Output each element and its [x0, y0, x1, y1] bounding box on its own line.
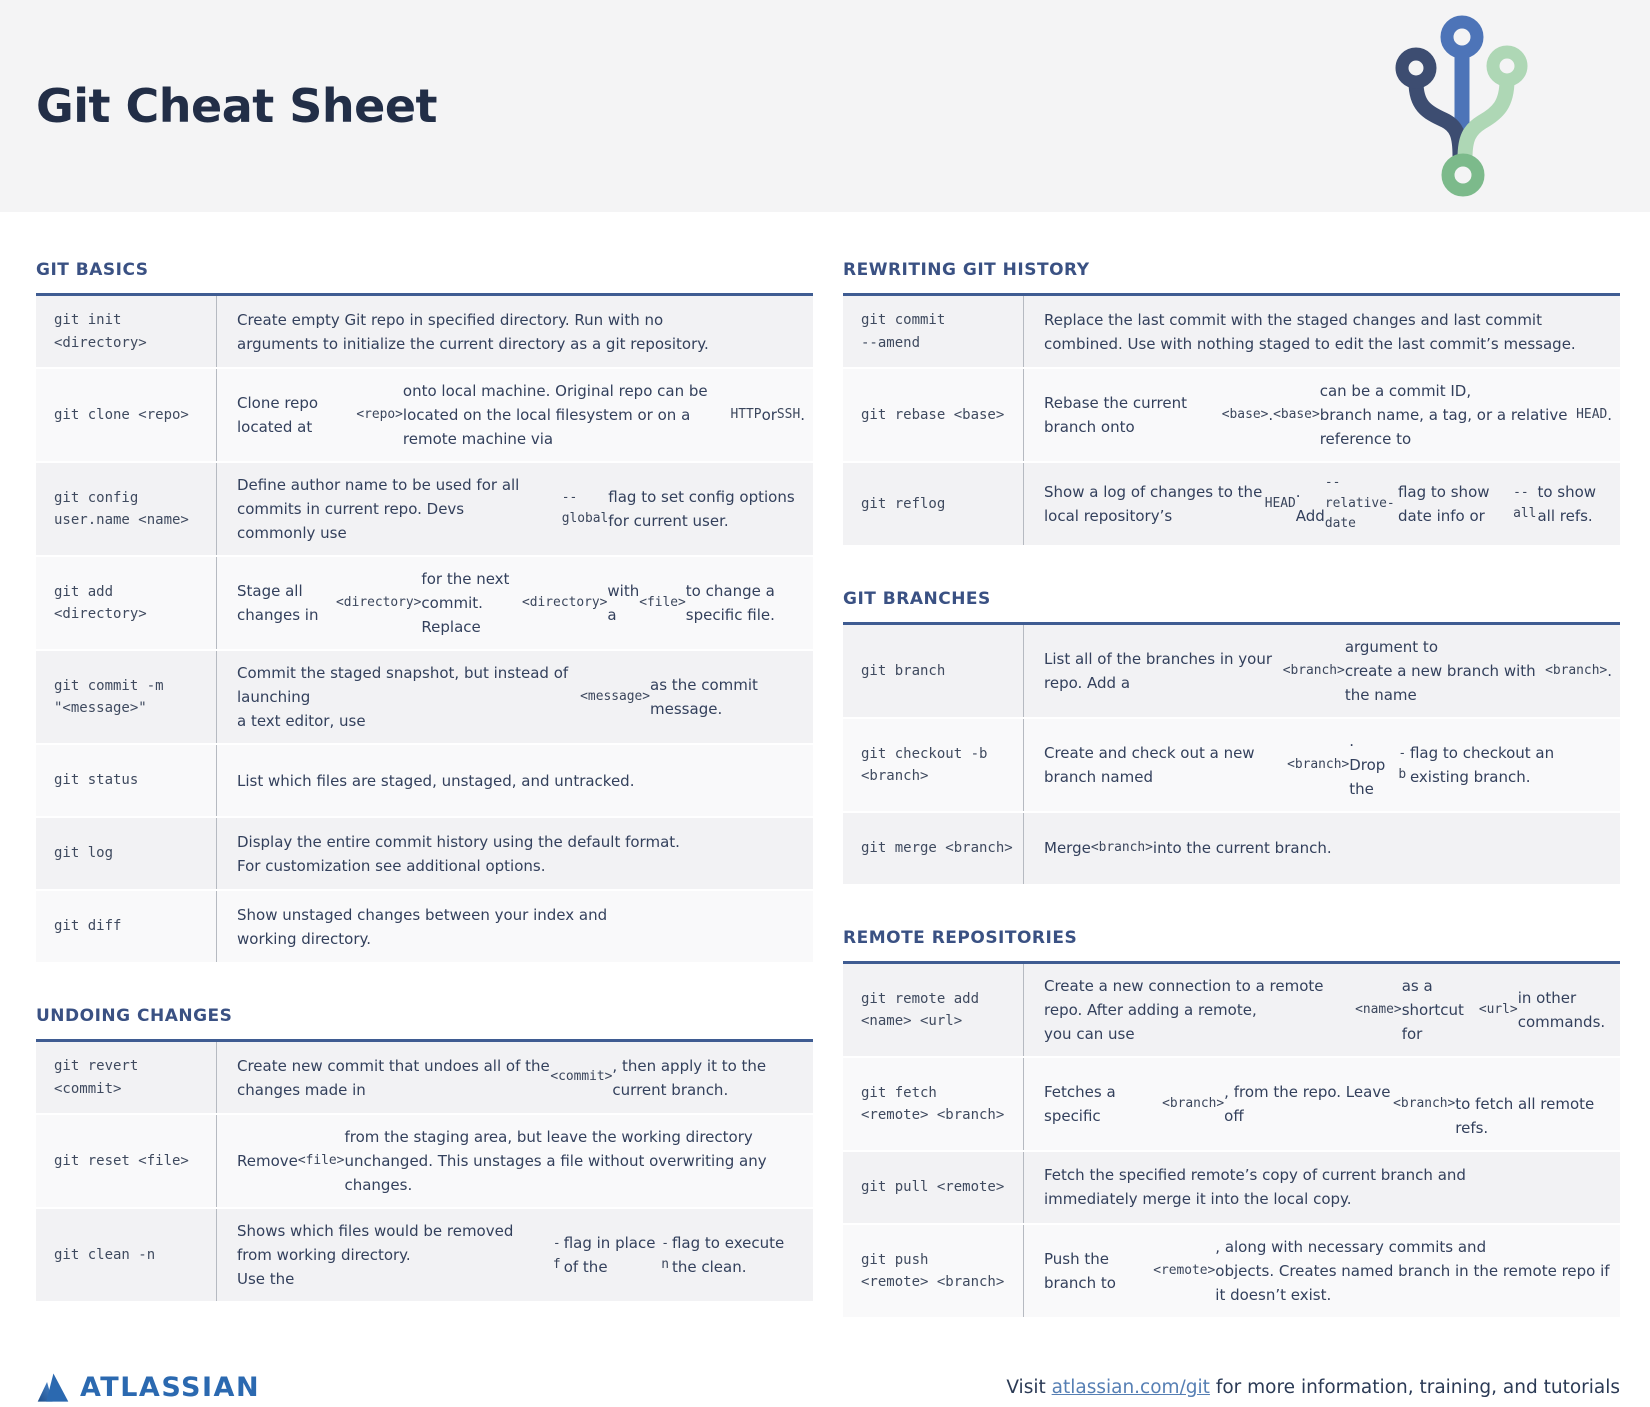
section-git-branches: GIT BRANCHES git branch List all of the … — [843, 589, 1620, 886]
table-row: git remote add <name> <url> Create a new… — [843, 963, 1620, 1058]
description-cell: Display the entire commit history using … — [216, 818, 813, 889]
description-cell: Stage all changes in <directory> for the… — [216, 557, 813, 649]
atlassian-git-link[interactable]: atlassian.com/git — [1051, 1377, 1210, 1399]
command-cell: git clone <repo> — [54, 406, 189, 423]
table-row: git pull <remote> Fetch the specified re… — [843, 1151, 1620, 1225]
command-cell: git status — [54, 772, 139, 789]
table-row: git branch List all of the branches in y… — [843, 624, 1620, 719]
description-cell: Remove <file> from the staging area, but… — [216, 1115, 813, 1207]
command-cell: git checkout -b <branch> — [861, 745, 988, 784]
command-cell: git commit -m "<message>" — [54, 677, 164, 716]
footer-note: Visit atlassian.com/git for more informa… — [1006, 1377, 1620, 1398]
description-cell: Create new commit that undoes all of the… — [216, 1042, 813, 1113]
section-title: UNDOING CHANGES — [36, 1006, 233, 1026]
right-column: REWRITING GIT HISTORY git commit --amend… — [843, 260, 1620, 1361]
command-cell: git init <directory> — [54, 312, 147, 351]
description-cell: Push the branch to <remote>, along with … — [1023, 1224, 1620, 1317]
description-cell: Create empty Git repo in specified direc… — [216, 296, 813, 367]
command-cell: git reset <file> — [54, 1152, 189, 1169]
description-cell: Create a new connection to a remote repo… — [1023, 963, 1620, 1056]
section-rewriting-git-history: REWRITING GIT HISTORY git commit --amend… — [843, 260, 1620, 547]
description-cell: Show unstaged changes between your index… — [216, 891, 813, 962]
section-git-basics: GIT BASICS git init <directory> Create e… — [36, 260, 813, 964]
header-band: Git Cheat Sheet — [0, 0, 1650, 212]
footer: ATLASSIAN Visit atlassian.com/git for mo… — [0, 1369, 1650, 1407]
description-cell: Merge <branch> into the current branch. — [1023, 812, 1620, 884]
footer-note-suffix: for more information, training, and tuto… — [1209, 1377, 1620, 1399]
description-cell: Define author name to be used for all co… — [216, 463, 813, 555]
table-row: git clone <repo> Clone repo located at <… — [36, 369, 813, 463]
section-title: GIT BRANCHES — [843, 588, 991, 609]
table-row: git rebase <base> Rebase the current bra… — [843, 369, 1620, 463]
table-row: git commit --amend Replace the last comm… — [843, 296, 1620, 369]
table-row: git clean -n Shows which files would be … — [36, 1209, 813, 1303]
section-title: REMOTE REPOSITORIES — [843, 927, 1078, 948]
rewriting-git-history-table: git commit --amend Replace the last comm… — [843, 293, 1620, 547]
section-remote-repositories: REMOTE REPOSITORIES git remote add <name… — [843, 928, 1620, 1319]
command-cell: git clean -n — [54, 1246, 156, 1263]
table-row: git merge <branch> Merge <branch> into t… — [843, 812, 1620, 886]
command-cell: git push <remote> <branch> — [861, 1251, 1005, 1290]
command-cell: git merge <branch> — [861, 840, 1013, 857]
command-cell: git diff — [54, 918, 122, 935]
remote-repositories-table: git remote add <name> <url> Create a new… — [843, 960, 1620, 1319]
section-title: GIT BASICS — [36, 260, 149, 280]
atlassian-wordmark: ATLASSIAN — [80, 1372, 261, 1404]
table-row: git fetch <remote> <branch> Fetches a sp… — [843, 1057, 1620, 1152]
atlassian-logo-icon — [37, 1373, 69, 1402]
table-row: git diff Show unstaged changes between y… — [36, 891, 813, 964]
command-cell: git branch — [861, 662, 946, 679]
table-row: git push <remote> <branch> Push the bran… — [843, 1224, 1620, 1319]
table-row: git status List which files are staged, … — [36, 745, 813, 818]
description-cell: Shows which files would be removed from … — [216, 1209, 813, 1301]
git-basics-table: git init <directory> Create empty Git re… — [36, 293, 813, 964]
undoing-changes-table: git revert <commit> Create new commit th… — [36, 1039, 813, 1303]
command-cell: git revert <commit> — [54, 1058, 139, 1097]
command-cell: git add <directory> — [54, 583, 147, 622]
section-title: REWRITING GIT HISTORY — [843, 260, 1090, 280]
description-cell: List all of the branches in your repo. A… — [1023, 624, 1620, 717]
description-cell: Fetches a specific <branch>, from the re… — [1023, 1057, 1620, 1150]
command-cell: git remote add <name> <url> — [861, 990, 980, 1029]
table-row: git config user.name <name> Define autho… — [36, 463, 813, 557]
table-row: git revert <commit> Create new commit th… — [36, 1042, 813, 1115]
atlassian-brand: ATLASSIAN — [36, 1369, 260, 1407]
table-row: git reset <file> Remove <file> from the … — [36, 1115, 813, 1209]
description-cell: List which files are staged, unstaged, a… — [216, 745, 813, 816]
description-cell: Create and check out a new branch named … — [1023, 718, 1620, 811]
table-row: git reflog Show a log of changes to the … — [843, 463, 1620, 547]
command-cell: git log — [54, 845, 114, 862]
description-cell: Rebase the current branch onto <base>. <… — [1023, 369, 1620, 461]
content-area: GIT BASICS git init <directory> Create e… — [0, 260, 1650, 1361]
description-cell: Commit the staged snapshot, but instead … — [216, 651, 813, 743]
description-cell: Clone repo located at <repo> onto local … — [216, 369, 813, 461]
footer-note-prefix: Visit — [1006, 1377, 1052, 1399]
page-title: Git Cheat Sheet — [36, 79, 438, 133]
git-branch-logo-icon — [1395, 15, 1528, 197]
git-branches-table: git branch List all of the branches in y… — [843, 621, 1620, 886]
section-undoing-changes: UNDOING CHANGES git revert <commit> Crea… — [36, 1006, 813, 1303]
command-cell: git pull <remote> — [861, 1179, 1005, 1196]
table-row: git log Display the entire commit histor… — [36, 818, 813, 891]
description-cell: Show a log of changes to the local repos… — [1023, 463, 1620, 545]
description-cell: Fetch the specified remote’s copy of cur… — [1023, 1151, 1620, 1223]
table-row: git checkout -b <branch> Create and chec… — [843, 718, 1620, 813]
command-cell: git fetch <remote> <branch> — [861, 1084, 1005, 1123]
command-cell: git commit --amend — [861, 312, 946, 351]
table-row: git commit -m "<message>" Commit the sta… — [36, 651, 813, 745]
command-cell: git reflog — [861, 495, 946, 512]
table-row: git init <directory> Create empty Git re… — [36, 296, 813, 369]
command-cell: git rebase <base> — [861, 406, 1005, 423]
description-cell: Replace the last commit with the staged … — [1023, 296, 1620, 367]
table-row: git add <directory> Stage all changes in… — [36, 557, 813, 651]
left-column: GIT BASICS git init <directory> Create e… — [36, 260, 813, 1361]
command-cell: git config user.name <name> — [54, 489, 189, 528]
